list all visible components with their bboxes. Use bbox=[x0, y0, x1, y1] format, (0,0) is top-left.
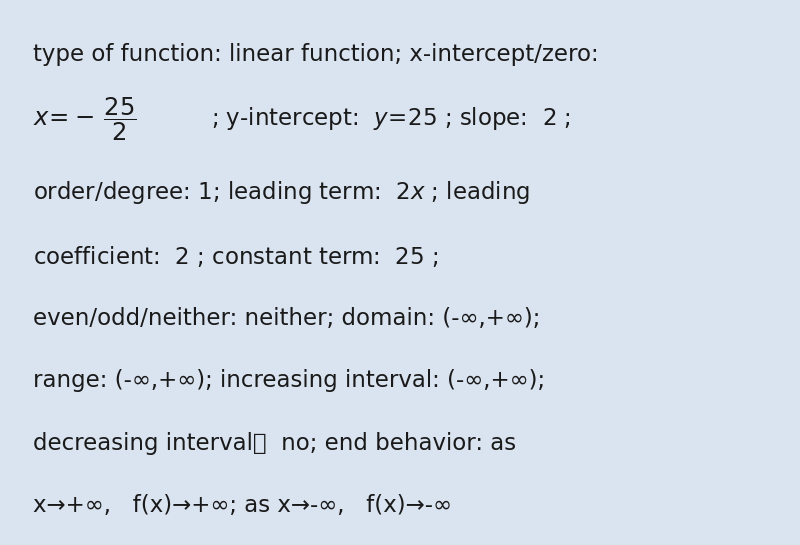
Text: x→+∞,   f(x)→+∞; as x→-∞,   f(x)→-∞: x→+∞, f(x)→+∞; as x→-∞, f(x)→-∞ bbox=[33, 494, 452, 517]
Text: ; y-intercept:  $y\!=\!25$ ; slope:  $2$ ;: ; y-intercept: $y\!=\!25$ ; slope: $2$ ; bbox=[211, 105, 571, 132]
Text: decreasing interval：  no; end behavior: as: decreasing interval： no; end behavior: a… bbox=[33, 432, 516, 455]
Text: order/degree: 1; leading term:  $2x$ ; leading: order/degree: 1; leading term: $2x$ ; le… bbox=[33, 179, 530, 206]
Text: range: (-∞,+∞); increasing interval: (-∞,+∞);: range: (-∞,+∞); increasing interval: (-∞… bbox=[33, 369, 545, 392]
Text: even/odd/neither: neither; domain: (-∞,+∞);: even/odd/neither: neither; domain: (-∞,+… bbox=[33, 307, 540, 330]
Text: type of function: linear function; x-intercept/zero:: type of function: linear function; x-int… bbox=[33, 43, 598, 65]
Text: coefficient:  $2$ ; constant term:  $25$ ;: coefficient: $2$ ; constant term: $25$ ; bbox=[33, 244, 438, 269]
Text: $x\!=\!-\,\dfrac{25}{2}$: $x\!=\!-\,\dfrac{25}{2}$ bbox=[33, 95, 136, 143]
